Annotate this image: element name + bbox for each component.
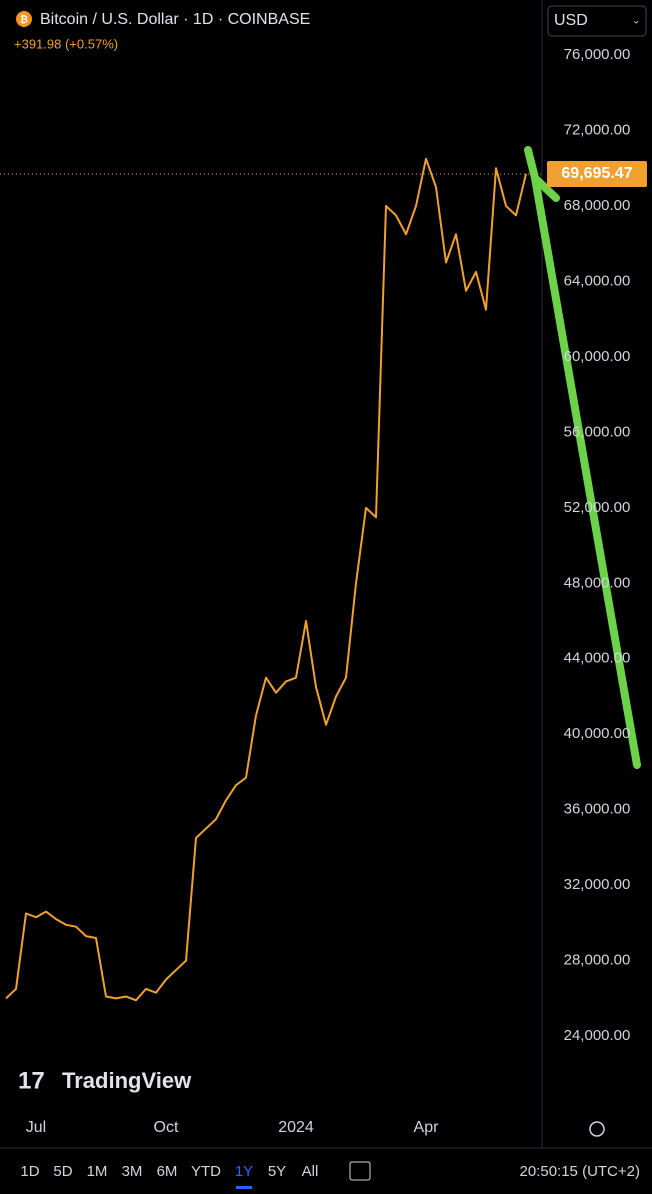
btc-icon <box>16 11 32 27</box>
currency-select[interactable] <box>547 5 647 37</box>
watermark: 17 TradingView <box>18 1067 192 1094</box>
range-button[interactable]: YTD <box>191 1163 221 1180</box>
btc-icon-glyph: ₿ <box>20 14 28 26</box>
y-tick-label: 48,000.00 <box>564 574 631 591</box>
y-tick-label: 44,000.00 <box>564 650 631 667</box>
range-button[interactable]: 3M <box>122 1163 143 1180</box>
symbol-title: Bitcoin / U.S. Dollar · 1D · COINBASE <box>40 11 310 28</box>
y-tick-label: 64,000.00 <box>564 272 631 289</box>
settings-button[interactable] <box>589 1121 605 1137</box>
x-tick-label: Oct <box>154 1119 179 1136</box>
watermark-logo: 17 <box>18 1067 45 1094</box>
range-button[interactable]: 1Y <box>235 1163 253 1180</box>
y-tick-label: 24,000.00 <box>564 1027 631 1044</box>
range-button[interactable]: All <box>302 1163 319 1180</box>
watermark-text: TradingView <box>62 1068 192 1093</box>
range-button[interactable]: 5D <box>53 1163 72 1180</box>
clock: 20:50:15 (UTC+2) <box>520 1163 640 1180</box>
y-tick-label: 56,000.00 <box>564 423 631 440</box>
annotation-arrow <box>524 146 641 769</box>
price-line <box>5 157 527 1002</box>
range-button[interactable]: 6M <box>157 1163 178 1180</box>
range-button[interactable]: 1M <box>87 1163 108 1180</box>
y-tick-label: 28,000.00 <box>564 952 631 969</box>
currency-label: USD <box>554 12 588 29</box>
toolbar: 1D 5D 1M 3M 6M YTD 1Y 5Y All <box>20 1163 318 1189</box>
y-tick-label: 36,000.00 <box>564 801 631 818</box>
x-tick-label: Apr <box>414 1119 440 1136</box>
price-change: +391.98 (+0.57%) <box>14 36 118 51</box>
y-tick-label: 72,000.00 <box>564 121 631 138</box>
y-tick-label: 32,000.00 <box>564 876 631 893</box>
y-tick-label: 60,000.00 <box>564 348 631 365</box>
x-tick-label: 2024 <box>278 1119 314 1136</box>
y-tick-label: 52,000.00 <box>564 499 631 516</box>
x-tick-label: Jul <box>26 1119 46 1136</box>
range-active-underline <box>236 1186 252 1189</box>
y-tick-label: 76,000.00 <box>564 46 631 63</box>
range-button[interactable]: 1D <box>20 1163 39 1180</box>
last-price-label: 69,695.47 <box>561 165 632 182</box>
range-button[interactable]: 5Y <box>268 1163 286 1180</box>
dropdown-caret: ⌄ <box>632 16 640 27</box>
y-tick-label: 40,000.00 <box>564 725 631 742</box>
last-price-box <box>547 160 647 187</box>
compare-icon[interactable] <box>349 1161 371 1181</box>
y-tick-label: 68,000.00 <box>564 197 631 214</box>
